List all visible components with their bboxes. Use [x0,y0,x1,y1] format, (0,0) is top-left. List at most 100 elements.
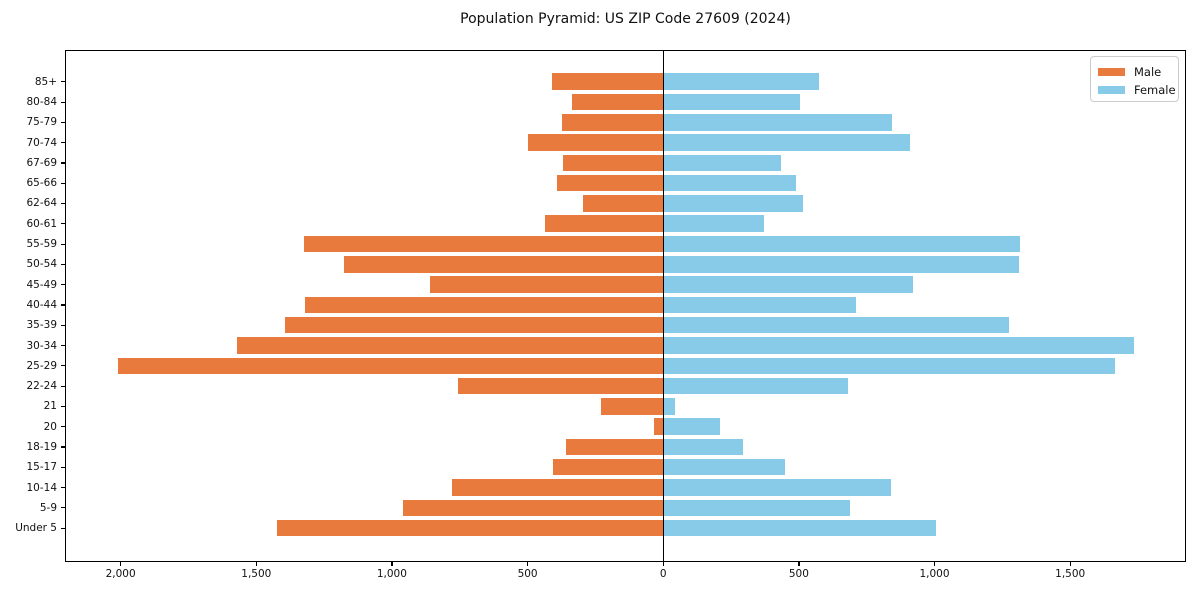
y-tick-mark [61,162,65,164]
bar-male-5-9 [402,499,664,517]
bar-male-20 [653,418,664,435]
y-tick-mark [61,446,65,448]
y-tick-label-Under 5: Under 5 [15,522,57,535]
bar-female-25-29 [663,357,1115,375]
y-tick-label-5-9: 5-9 [39,501,57,514]
bar-female-22-24 [663,377,848,395]
bar-female-50-54 [663,256,1019,273]
x-tick-mark [934,562,936,566]
bar-male-75-79 [561,114,664,131]
bar-male-60-61 [545,215,664,232]
bar-female-15-17 [663,458,786,476]
chart-title: Population Pyramid: US ZIP Code 27609 (2… [460,11,791,27]
y-tick-mark [61,304,65,306]
bar-male-50-54 [344,256,664,273]
bar-female-55-59 [663,235,1020,253]
legend-male-swatch-icon [1098,68,1125,76]
x-tick-mark [798,562,800,566]
bar-male-30-34 [237,337,664,354]
bar-male-70-74 [527,134,664,151]
y-tick-label-85+: 85+ [34,75,57,88]
legend: Male Female [1090,56,1179,102]
x-tick-mark [391,562,393,566]
y-tick-mark [61,527,65,529]
bar-male-22-24 [458,377,664,395]
legend-female-swatch-icon [1098,86,1125,94]
bar-female-10-14 [663,479,892,496]
legend-male-label: Male [1134,65,1162,79]
y-tick-mark [61,223,65,225]
x-tick-label-1,500: 1,500 [1055,568,1086,580]
bar-female-20 [663,418,721,435]
y-tick-mark [61,345,65,347]
y-tick-label-65-66: 65-66 [26,177,57,190]
x-tick-label-0: 0 [659,568,667,580]
bar-female-60-61 [663,215,764,232]
y-tick-label-70-74: 70-74 [26,136,57,149]
bar-male-80-84 [572,93,664,111]
y-tick-label-30-34: 30-34 [26,339,57,352]
bar-male-10-14 [451,479,664,496]
bar-female-35-39 [663,316,1010,334]
x-tick-label-2,000: 2,000 [105,568,136,580]
y-tick-label-62-64: 62-64 [26,197,57,210]
legend-entry-female: Female [1098,82,1178,98]
y-tick-label-55-59: 55-59 [26,238,57,250]
y-tick-mark [61,263,65,265]
bar-female-62-64 [663,195,803,212]
bar-male-67-69 [562,154,664,172]
y-tick-mark [61,426,65,428]
bar-female-65-66 [663,174,797,192]
x-tick-mark [255,562,257,566]
bar-male-62-64 [583,195,664,212]
y-tick-label-45-49: 45-49 [26,278,57,291]
bar-female-70-74 [663,134,911,151]
y-tick-mark [61,405,65,407]
x-tick-mark [120,562,122,566]
x-tick-label-1,000: 1,000 [919,568,950,580]
y-tick-mark [61,121,65,123]
zero-axis-line [662,50,664,562]
bar-male-35-39 [284,316,664,334]
bar-male-15-17 [553,458,664,476]
y-tick-label-75-79: 75-79 [26,116,57,129]
bar-female-5-9 [663,499,851,517]
legend-female-label: Female [1134,83,1176,97]
y-tick-label-25-29: 25-29 [26,359,57,372]
y-tick-mark [61,284,65,286]
y-tick-label-80-84: 80-84 [26,96,57,108]
bar-female-40-44 [663,296,856,314]
bar-male-45-49 [429,276,664,293]
y-tick-label-22-24: 22-24 [26,380,57,392]
bar-male-18-19 [565,438,664,456]
y-tick-label-40-44: 40-44 [26,298,57,311]
y-tick-label-18-19: 18-19 [26,440,57,453]
y-tick-mark [61,243,65,245]
y-tick-label-50-54: 50-54 [26,258,57,271]
y-tick-label-15-17: 15-17 [26,461,57,474]
bar-female-85+ [663,73,820,90]
y-tick-label-35-39: 35-39 [26,319,57,332]
y-tick-mark [61,487,65,489]
y-tick-mark [61,507,65,509]
x-tick-label-500: 500 [517,568,538,580]
legend-entry-male: Male [1098,64,1178,80]
bar-female-30-34 [663,337,1134,354]
y-tick-label-67-69: 67-69 [26,156,57,169]
y-tick-mark [61,101,65,103]
bar-female-45-49 [663,276,913,293]
y-tick-mark [61,324,65,326]
y-tick-mark [61,365,65,367]
bar-male-65-66 [557,174,664,192]
x-tick-mark [1069,562,1071,566]
bar-female-18-19 [663,438,744,456]
y-tick-mark [61,81,65,83]
y-tick-label-21: 21 [43,400,57,413]
bar-female-21 [663,398,676,415]
y-tick-mark [61,202,65,205]
x-tick-mark [527,562,529,566]
bar-female-80-84 [663,93,801,111]
x-tick-label-1,500: 1,500 [241,568,272,580]
y-tick-label-20: 20 [43,420,57,433]
y-tick-label-60-61: 60-61 [26,217,57,230]
